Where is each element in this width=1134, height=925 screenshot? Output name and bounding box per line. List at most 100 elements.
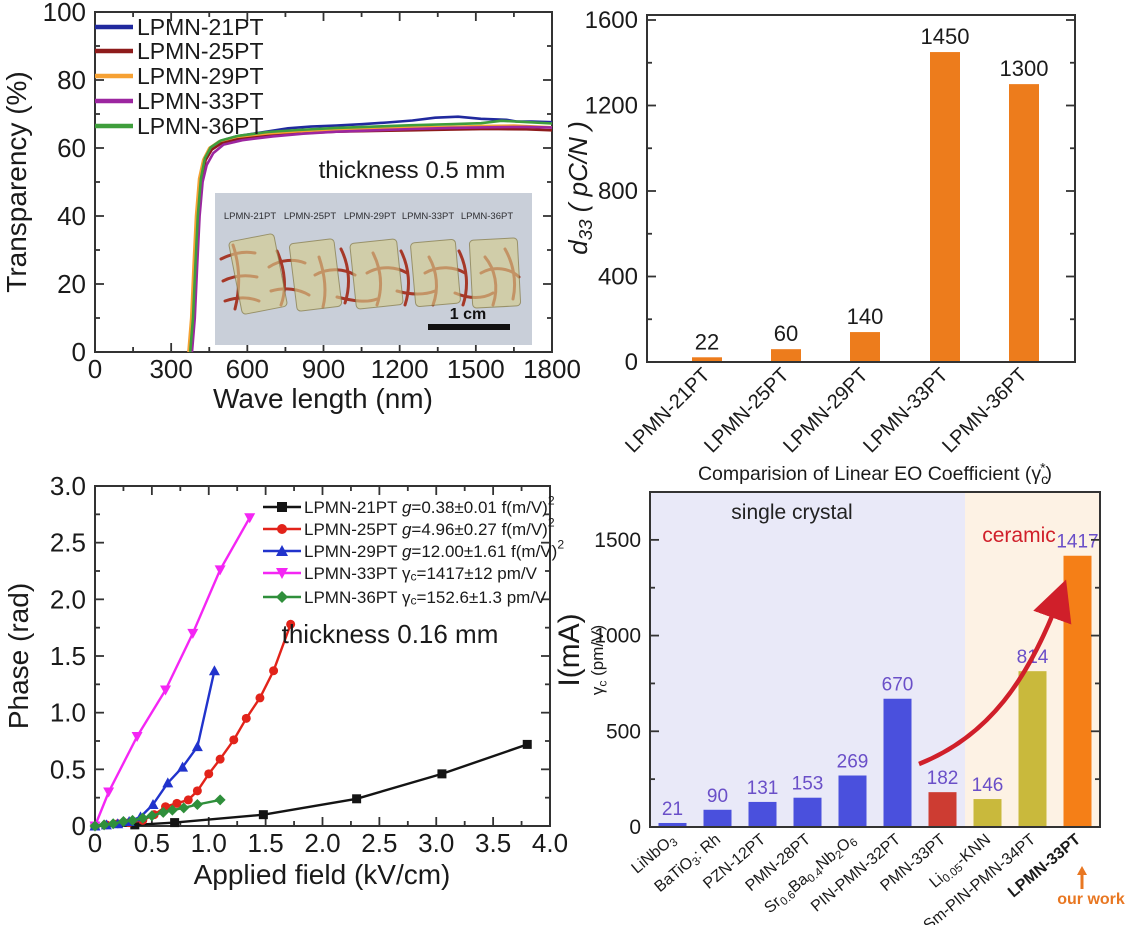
data-point-LPMN-29PT	[177, 761, 189, 772]
transparency-chart: 0 300 600 900 1200 1500 1800 0 20 40 60 80 100 Wave l…	[1, 0, 581, 414]
data-point-LPMN-36PT	[157, 806, 169, 818]
data-point-LPMN-25PT	[183, 795, 193, 805]
y-tick-label: 1600	[585, 7, 638, 34]
sample-photo-inset: LPMN-21PT LPMN-25PT LPMN-29PT LPMN-33PT LPMN…	[215, 193, 532, 345]
bars-group	[692, 52, 1039, 362]
data-point-LPMN-25PT	[241, 713, 251, 723]
x-tick-label: 2.0	[304, 828, 340, 858]
series-group	[89, 513, 532, 832]
bar-value-label: 60	[774, 321, 798, 346]
data-point-LPMN-36PT	[98, 819, 110, 831]
x-tick-label: 1.0	[191, 828, 227, 858]
data-point-LPMN-36PT	[214, 794, 226, 806]
data-point-LPMN-33PT	[131, 731, 143, 742]
data-point-LPMN-21PT	[258, 810, 268, 820]
y-tick-label: 0	[629, 816, 641, 839]
our-work-arrow-head	[1077, 866, 1087, 875]
annotation-thickness: thickness 0.16 mm	[282, 619, 499, 649]
y-tick-label: 80	[57, 65, 86, 95]
legend-entry-label: LPMN-25PT g=4.96±0.27 f(m/V)2	[304, 516, 555, 539]
y-axis-title: Transparency (%)	[1, 71, 32, 292]
x-tick-label: 1200	[371, 354, 429, 384]
series-line-LPMN-33PT	[190, 125, 553, 353]
y-axis-title: d33 ( pC/N )	[563, 121, 596, 255]
panel-d33-bars: 22 60 140 1450 1300 0 400 800 1200 1600 LPMN-21PT L…	[563, 0, 1134, 462]
y-tick-label: 0	[72, 811, 86, 841]
bar-Li0.05-KNN	[973, 799, 1002, 827]
x-category-label: LPMN-36PT	[938, 364, 1031, 457]
legend-marker	[276, 545, 288, 556]
y-tick-label: 1.5	[50, 641, 86, 671]
data-point-LPMN-21PT	[130, 820, 140, 830]
x-axis-title: Wave length (nm)	[213, 383, 433, 414]
trend-arrow	[918, 579, 1072, 767]
bar-LPMN-25PT	[771, 349, 801, 362]
d33-chart: 22 6014014501300040080012001600LPMN-21PTL…	[563, 7, 1076, 457]
ceramic-sample-LPMN-25PT	[288, 238, 343, 312]
bar-value-label: 670	[882, 675, 914, 696]
x-tick-label: 300	[149, 354, 192, 384]
data-point-LPMN-25PT	[192, 786, 202, 796]
sample-label: LPMN-25PT	[284, 211, 336, 222]
data-point-LPMN-25PT	[204, 769, 214, 779]
bar-PMN-28PT	[793, 797, 822, 827]
legend-entry-label: LPMN-29PT g=12.00±1.61 f(m/V)2	[304, 538, 564, 561]
bar-LPMN-33PT	[1063, 555, 1092, 827]
x-tick-label: 1.5	[248, 828, 284, 858]
ceramic-sample-LPMN-29PT	[349, 238, 404, 310]
y-tick-label: 0.5	[50, 754, 86, 784]
bar-Sr0.6Ba0.4Nb2O6	[838, 775, 867, 827]
x-tick-label: 1800	[523, 354, 581, 384]
data-point-LPMN-33PT	[214, 565, 226, 576]
region-label-ceramic: ceramic	[982, 524, 1056, 547]
data-point-LPMN-21PT	[352, 794, 362, 804]
legend-entry-label: LPMN-36PT γc=152.6±1.3 pm/V	[304, 588, 547, 608]
legend-marker	[277, 524, 287, 534]
y-tick-label: 2.5	[50, 528, 86, 558]
annotation-thickness: thickness 0.5 mm	[319, 157, 506, 184]
bar-LiNbO3	[658, 822, 687, 827]
y-tick-label: 0	[625, 349, 638, 376]
sample-label: LPMN-36PT	[461, 211, 513, 222]
data-point-LPMN-21PT	[522, 739, 532, 749]
y-tick-label: 20	[57, 269, 86, 299]
bar-LPMN-29PT	[850, 332, 880, 362]
bar-value-label: 182	[927, 768, 959, 789]
data-point-LPMN-25PT	[229, 735, 239, 745]
bar-value-label: 153	[792, 774, 824, 795]
bar-value-label: 22	[695, 329, 719, 354]
data-point-LPMN-36PT	[137, 812, 149, 824]
data-point-LPMN-21PT	[170, 818, 180, 828]
data-point-LPMN-29PT	[191, 741, 203, 752]
y-tick-label: 1000	[594, 624, 641, 647]
x-tick-label: 3.0	[418, 828, 454, 858]
ceramic-sample-LPMN-33PT	[410, 238, 461, 308]
data-point-LPMN-36PT	[146, 810, 158, 822]
our-work-label: our work	[1057, 891, 1125, 908]
legend-entry-label: LPMN-33PT γc=1417±12 pm/V	[304, 564, 538, 584]
bar-value-label: 1417	[1056, 532, 1098, 553]
data-point-LPMN-29PT	[208, 665, 220, 676]
x-axis-title: Applied field (kV/cm)	[194, 859, 451, 890]
region-label-single-crystal: single crystal	[731, 501, 852, 524]
x-category-label: LPMN-29PT	[779, 364, 872, 457]
series-group	[187, 115, 553, 353]
data-point-LPMN-36PT	[191, 798, 203, 810]
data-point-LPMN-25PT	[215, 754, 225, 764]
data-point-LPMN-36PT	[107, 818, 119, 830]
legend-entry-label: LPMN-21PT g=0.38±0.01 f(m/V)2	[304, 494, 555, 517]
data-point-LPMN-36PT	[117, 815, 129, 827]
data-point-LPMN-25PT	[269, 666, 279, 676]
data-point-LPMN-36PT	[89, 820, 101, 832]
bar-value-label: 1450	[921, 24, 970, 49]
data-point-LPMN-33PT	[244, 513, 256, 524]
y-tick-label: 1200	[585, 92, 638, 119]
calligraphy-stroke	[457, 249, 468, 307]
y-tick-label: 40	[57, 201, 86, 231]
data-point-LPMN-36PT	[166, 804, 178, 816]
x-tick-label: 0	[88, 354, 102, 384]
data-point-LPMN-25PT	[286, 619, 296, 629]
legend-entry-label: LPMN-36PT	[137, 113, 264, 139]
